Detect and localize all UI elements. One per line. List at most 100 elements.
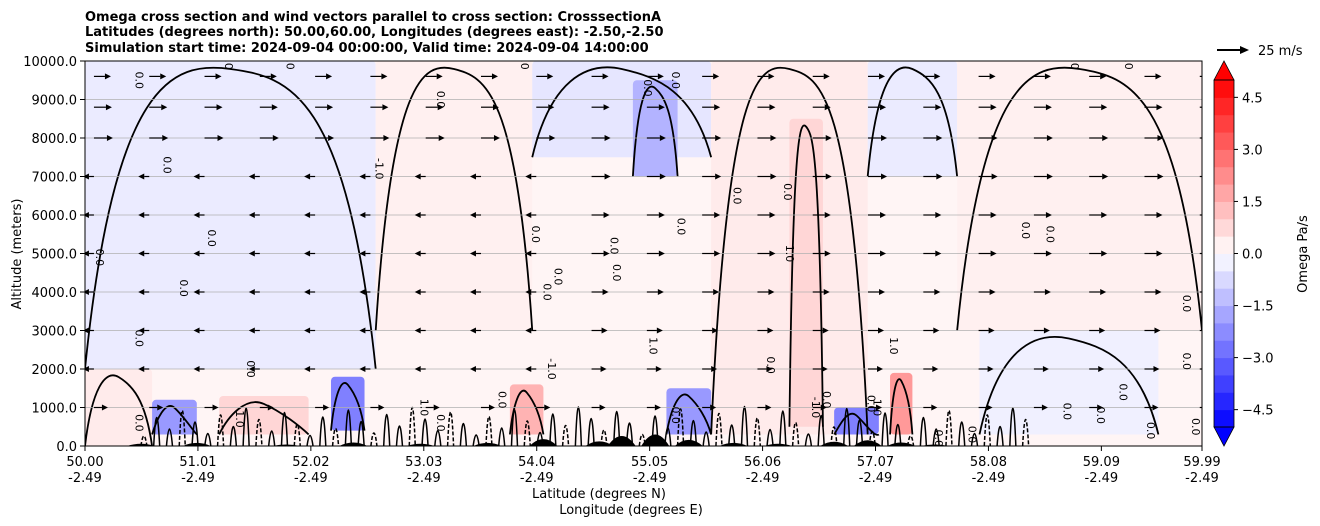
wind-vector-head <box>877 366 884 372</box>
wind-vector-head <box>327 104 334 111</box>
wind-vector-head <box>272 135 279 141</box>
contour-line-lower <box>830 426 838 446</box>
wind-vector-head <box>823 289 830 295</box>
wind-vector-head <box>1045 250 1052 257</box>
colorbar-segment <box>1214 340 1234 359</box>
wind-vector-head <box>770 173 777 180</box>
y-axis-label: Altitude (meters) <box>10 199 25 310</box>
x-tick-label-lat: 52.02 <box>292 455 329 470</box>
contour-line <box>788 124 824 427</box>
wind-vector-head <box>157 404 164 411</box>
colorbar-segment <box>1214 218 1234 237</box>
contour-label: 0.0 <box>205 229 218 247</box>
y-tick-label: 6000.0 <box>32 209 78 224</box>
wind-vector-head <box>248 366 255 372</box>
wind-vector-head <box>765 404 772 411</box>
contour-label: 0.0 <box>1094 406 1107 424</box>
wind-vector-head <box>934 289 941 295</box>
wind-vector-head <box>714 104 721 111</box>
wind-vector-head <box>658 250 665 257</box>
contour-label: -1.0 <box>545 358 558 379</box>
wind-vector-head <box>658 104 665 111</box>
wind-vector-head <box>769 250 776 257</box>
quiver-key-arrow-head <box>1240 46 1249 54</box>
contour-label: 0.0 <box>1068 52 1081 70</box>
wind-vector-head <box>525 250 532 257</box>
wind-vector-head <box>1152 404 1159 411</box>
wind-vector-head <box>931 404 938 411</box>
x-tick-label-lon: -2.49 <box>746 471 780 486</box>
wind-vector-head <box>304 327 311 334</box>
contour-line-lower <box>331 427 340 446</box>
contour-label: 1.0 <box>647 337 660 355</box>
contour-label: 0.0 <box>731 187 744 205</box>
contour-label: 0.0 <box>669 72 682 90</box>
wind-vector-head <box>469 289 476 295</box>
contour-label: 0.0 <box>1019 222 1032 240</box>
contour-line-lower <box>727 424 736 446</box>
contour-line-lower <box>280 411 289 446</box>
wind-vector-head <box>1045 212 1052 218</box>
wind-vector-head <box>138 289 145 295</box>
x-tick-label-lon: -2.49 <box>859 471 893 486</box>
contour-label: 0.0 <box>669 406 682 424</box>
wind-vector-head <box>414 327 421 334</box>
contour-line-lower <box>906 435 915 446</box>
colorbar-extend-min <box>1213 426 1235 447</box>
wind-vector-head <box>988 327 995 334</box>
terrain <box>85 434 1202 446</box>
contour-line-lower <box>996 425 1004 446</box>
colorbar-segment <box>1214 80 1234 98</box>
field-region <box>632 80 678 177</box>
wind-vector-head <box>436 73 443 80</box>
contour-line-lower <box>255 419 263 446</box>
contour-label: 0.0 <box>496 391 509 409</box>
contour-line-lower <box>676 408 685 446</box>
contour-line-lower <box>983 414 992 446</box>
contour-line <box>866 66 959 177</box>
wind-vector-head <box>1156 104 1163 111</box>
contour-line-lower <box>306 434 314 446</box>
colorbar-segment <box>1214 374 1234 393</box>
contour-line-lower <box>165 428 174 446</box>
contour-line-lower <box>957 421 966 446</box>
contour-line-lower <box>702 431 710 446</box>
wind-vector-head <box>1101 104 1108 111</box>
wind-vector-head <box>603 104 610 111</box>
x-tick-label-lat: 57.07 <box>857 455 894 470</box>
contour-label: 1.0 <box>783 245 796 263</box>
wind-vector-head <box>1046 135 1053 141</box>
wind-vector-head <box>714 212 721 218</box>
y-tick-label: 3000.0 <box>32 325 78 340</box>
x-tick-label-lon: -2.49 <box>1085 471 1119 486</box>
contour-line-lower <box>267 430 276 446</box>
contour-line <box>374 66 534 331</box>
wind-vector-head <box>822 327 829 334</box>
contour-line-lower <box>1021 419 1030 446</box>
contour-label: 1.0 <box>887 337 900 355</box>
wind-vector-head <box>359 366 366 372</box>
contour-line-lower <box>216 414 225 446</box>
wind-vector-head <box>599 404 606 411</box>
contour-line-lower <box>791 422 800 446</box>
contour-line-lower <box>204 432 212 446</box>
wind-vector-head <box>821 366 828 372</box>
wind-vector-head <box>488 404 495 411</box>
wind-vector-head <box>547 73 554 80</box>
wind-vector-head <box>193 173 200 180</box>
contour-line-lower <box>561 424 570 446</box>
wind-vector-head <box>104 73 111 80</box>
contour-line-lower <box>549 413 557 446</box>
wind-vector-head <box>933 327 940 334</box>
wind-vector-head <box>658 212 665 218</box>
contour-line-lower <box>152 417 161 446</box>
x-tick-label-lat: 56.06 <box>744 455 781 470</box>
y-tick-label: 9000.0 <box>32 94 78 109</box>
wind-vector-head <box>932 366 939 372</box>
contour-line-lower <box>510 408 519 446</box>
wind-vector-head <box>160 73 167 80</box>
wind-vector-head <box>469 366 476 372</box>
y-tick-label: 10000.0 <box>23 55 77 70</box>
wind-vector-head <box>106 135 113 141</box>
